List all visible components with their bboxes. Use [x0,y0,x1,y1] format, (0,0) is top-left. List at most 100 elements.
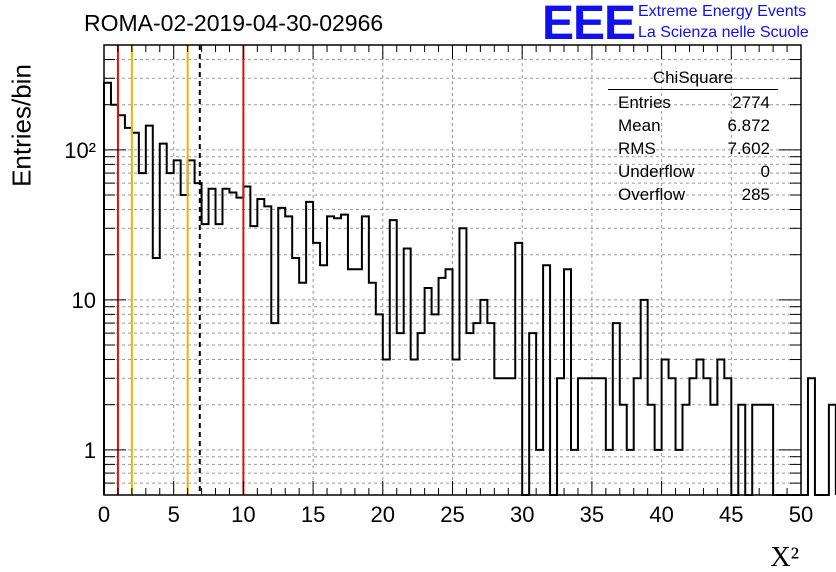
x-tick-label: 30 [510,502,534,527]
histogram-bin [348,269,355,495]
histogram-bin [411,360,418,495]
stats-value: 2774 [732,93,770,112]
histogram-bin [250,226,257,495]
x-tick-label: 40 [649,502,673,527]
histogram-bin [222,189,229,495]
histogram-bin [634,378,641,495]
stats-value: 6.872 [727,116,770,135]
stats-row-overflow: Overflow 285 [608,185,778,208]
x-axis-label: X² [770,542,799,572]
histogram-bin [341,215,348,495]
logo-line-2: La Scienza nelle Scuole [638,24,809,41]
histogram-bin [453,360,460,495]
x-tick-label: 10 [231,502,255,527]
histogram-bin [160,144,167,495]
stats-row-rms: RMS 7.602 [608,139,778,162]
histogram-bin [439,278,446,495]
histogram-bin [508,378,515,495]
histogram-bin [662,360,669,495]
histogram-bin [418,333,425,495]
histogram-bin [167,173,174,495]
histogram-bin [446,269,453,495]
stats-row-entries: Entries 2774 [608,93,778,116]
histogram-bin [480,300,487,495]
histogram-bin [592,378,599,495]
histogram-bin [146,126,153,495]
histogram-bin [613,323,620,495]
histogram-bin [355,269,362,495]
histogram-bin [487,323,494,495]
histogram-bin [285,216,292,495]
histogram-bin [257,199,264,495]
histogram-bin [236,198,243,495]
y-tick-label: 1 [84,438,96,463]
stats-label: RMS [618,139,656,158]
histogram-bin [829,405,836,495]
histogram-bin [327,216,334,495]
y-axis-label: Entries/bin [6,64,37,187]
histogram-bin [459,228,466,495]
histogram-bin [564,269,571,495]
histogram-bin [271,323,278,495]
x-tick-label: 20 [371,502,395,527]
stats-label: Mean [618,116,661,135]
histogram-bin [188,160,195,495]
x-tick-label: 25 [440,502,464,527]
histogram-bin [118,115,125,495]
y-tick-label: 10² [64,138,96,163]
stats-row-mean: Mean 6.872 [608,116,778,139]
x-tick-label: 45 [719,502,743,527]
eee-logo: EEE [542,0,636,50]
histogram-bin [717,360,724,495]
histogram-bin [641,300,648,495]
y-tick-label: 10 [72,288,96,313]
histogram-bin [139,173,146,495]
stats-label: Entries [618,93,671,112]
histogram-bin [153,258,160,495]
histogram-bin [264,206,271,495]
histogram-outline [103,81,836,496]
histogram-bin [703,378,710,495]
x-tick-label: 50 [789,502,813,527]
histogram-bin [306,202,313,495]
x-tick-label: 15 [301,502,325,527]
x-tick-label: 5 [168,502,180,527]
histogram-bin [243,186,250,495]
histogram-bin [529,333,536,495]
stats-box: ChiSquare Entries 2774 Mean 6.872 RMS 7.… [608,68,778,208]
histogram-bin [132,133,139,495]
histogram-bin [104,83,111,495]
stats-value: 7.602 [727,139,770,158]
histogram-bin [557,378,564,495]
histogram-bin [404,248,411,495]
histogram-bin [292,258,299,495]
histogram-bin [808,378,815,495]
histogram-bin [362,216,369,495]
histogram-bin [466,333,473,495]
histogram-bin [669,378,676,495]
stats-title: ChiSquare [608,68,778,90]
histogram-bin [390,220,397,495]
histogram-bin [334,218,341,495]
stats-label: Overflow [618,185,686,204]
histogram-bin [696,360,703,495]
histogram-bin [174,160,181,495]
stats-value: 285 [741,185,770,204]
histogram-bin [473,323,480,495]
histogram-bin [724,378,731,495]
x-tick-label: 0 [98,502,110,527]
histogram-bin [689,378,696,495]
stats-value: 0 [760,162,770,181]
chart-title: ROMA-02-2019-04-30-02966 [84,10,384,36]
logo-line-1: Extreme Energy Events [638,3,807,20]
histogram-bin [397,333,404,495]
stats-row-underflow: Underflow 0 [608,162,778,185]
x-tick-label: 35 [580,502,604,527]
stats-label: Underflow [618,162,695,181]
histogram-bin [501,378,508,495]
histogram-bin [494,378,501,495]
histogram-bin [578,378,585,495]
histogram-bin [599,378,606,495]
histogram-bin [585,378,592,495]
